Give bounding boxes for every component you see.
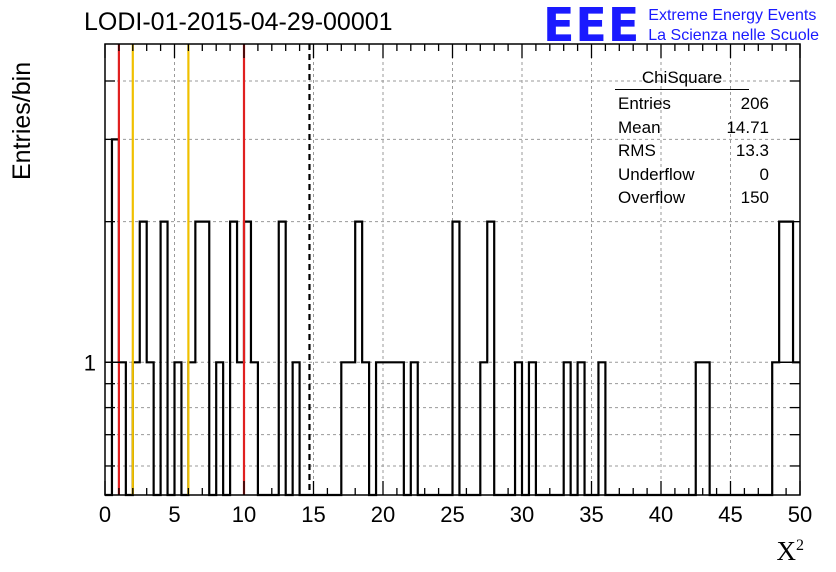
x-tick-label: 30 [510,502,534,527]
x-axis-label: X2 [777,536,805,567]
eee-logo-text: Extreme Energy Events La Scienza nelle S… [648,6,819,46]
stats-label: Mean [618,117,661,137]
x-tick-label: 35 [579,502,603,527]
x-tick-label: 25 [440,502,464,527]
x-tick-label: 5 [168,502,180,527]
stats-box: ChiSquare Entries 206 Mean 14.71 RMS 13.… [611,68,775,210]
stats-row-entries: Entries 206 [611,92,775,116]
stats-value: 150 [740,188,769,207]
stats-row-underflow: Underflow 0 [611,163,775,187]
x-tick-label: 15 [301,502,325,527]
x-tick-label: 40 [649,502,673,527]
x-tick-label: 0 [99,502,111,527]
axis-ticks: 0 5 10 15 20 25 30 35 40 45 50 1 [84,44,812,527]
brand-line-2: La Scienza nelle Scuole [648,27,820,44]
stats-value: 206 [740,94,769,113]
stats-label: Underflow [618,164,695,184]
stats-label: Overflow [618,188,686,207]
reference-lines [117,44,311,495]
y-tick-label: 1 [84,350,96,375]
y-axis-label: Entries/bin [8,61,36,180]
stats-label: RMS [618,141,656,160]
x-tick-label: 20 [371,502,395,527]
brand-line-1: Extreme Energy Events [648,7,817,24]
eee-logo: EEE Extreme Energy Events La Scienza nel… [543,0,819,52]
x-tick-label: 45 [718,502,742,527]
eee-logo-mark: EEE [543,0,641,52]
x-axis-label-base: X [776,536,797,566]
stats-row-mean: Mean 14.71 [611,116,775,140]
x-tick-label: 50 [788,502,812,527]
stats-value: 13.3 [735,141,769,160]
stats-row-overflow: Overflow 150 [611,186,775,210]
histogram-title: LODI-01-2015-04-29-00001 [84,8,393,36]
stats-value: 14.71 [726,117,769,137]
stats-title: ChiSquare [615,68,749,90]
stats-value: 0 [759,164,769,184]
x-tick-label: 10 [232,502,256,527]
stats-label: Entries [618,94,671,113]
stats-row-rms: RMS 13.3 [611,139,775,163]
x-axis-label-superscript: 2 [796,537,804,554]
